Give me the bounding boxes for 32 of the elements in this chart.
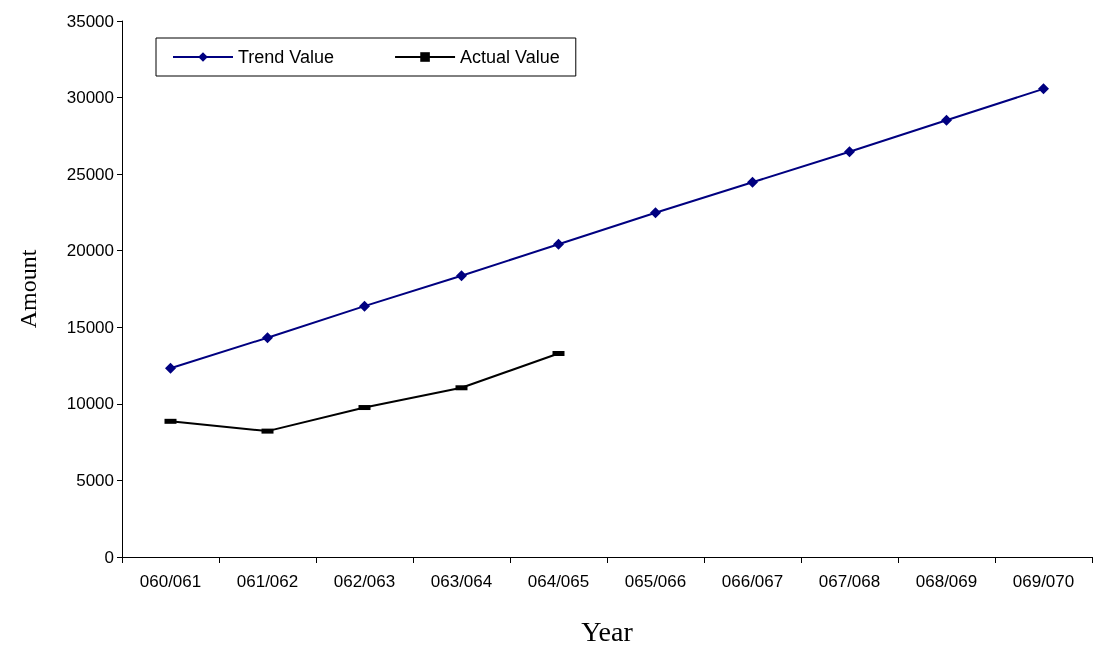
point (456, 270, 467, 282)
point (650, 207, 661, 219)
x-tick-label: 060/061 (139, 572, 202, 591)
y-tick-label: 20000 (66, 241, 114, 261)
y-tick-label: 35000 (66, 11, 114, 31)
y-tick-label: 15000 (66, 317, 114, 337)
point (553, 238, 564, 250)
x-axis-title: Year (581, 615, 634, 647)
x-tick-label: 064/065 (527, 572, 590, 591)
y-tick-label: 5000 (76, 470, 114, 490)
point (1038, 83, 1049, 95)
x-tick-label: 068/069 (915, 572, 978, 591)
x-tick-label: 061/062 (236, 572, 299, 591)
point (262, 332, 273, 344)
legend-label: Actual Value (460, 47, 560, 67)
y-tick-label: 10000 (66, 394, 114, 414)
point (359, 300, 370, 312)
y-tick-label: 0 (104, 547, 114, 567)
y-tick-label: 25000 (66, 164, 114, 184)
point (941, 114, 952, 126)
y-tick-label: 30000 (66, 88, 114, 108)
x-tick-label: 066/067 (721, 572, 784, 591)
y-axis-title: Amount (15, 249, 41, 329)
x-tick-label: 063/064 (430, 572, 493, 591)
x-tick-label: 065/066 (624, 572, 687, 591)
point (844, 146, 855, 158)
point (165, 362, 176, 374)
x-tick-label: 069/070 (1012, 572, 1075, 591)
x-tick-label: 067/068 (818, 572, 881, 591)
legend-label: Trend Value (238, 47, 335, 67)
point (747, 176, 758, 188)
x-tick-label: 062/063 (333, 572, 396, 591)
